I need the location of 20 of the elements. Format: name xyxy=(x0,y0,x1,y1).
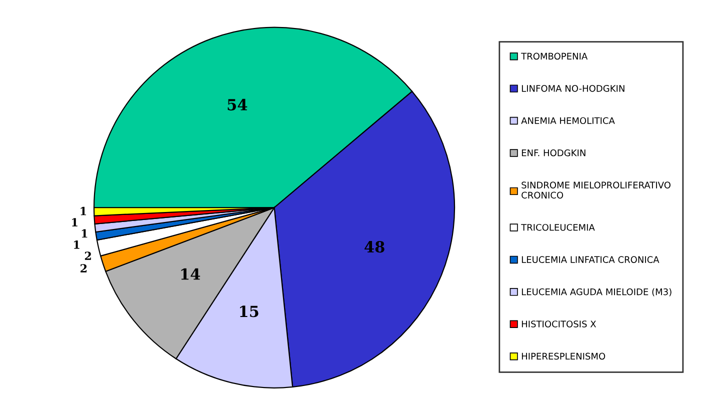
legend-label: LEUCEMIA LINFATICA CRONICA xyxy=(522,256,660,263)
legend-label: ANEMIA HEMOLITICA xyxy=(521,117,615,124)
legend-label: LINFOMA NO-HODGKIN xyxy=(522,85,624,92)
data-label: 2 xyxy=(80,264,87,272)
legend-label: TROMBOPENIA xyxy=(521,52,588,60)
data-label: 15 xyxy=(240,306,258,318)
data-label: 1 xyxy=(72,218,78,226)
legend-label: LEUCEMIA AGUDA MIELOIDE (M3) xyxy=(522,288,672,296)
data-label: 1 xyxy=(82,229,88,238)
data-label: 2 xyxy=(84,252,91,260)
data-label: 48 xyxy=(364,241,384,253)
legend-label: SINDROME MIELOPROLIFERATIVO CRONICO xyxy=(522,182,670,199)
legend-label: TRICOLEUCEMIA xyxy=(521,224,595,231)
data-label: 1 xyxy=(74,240,80,249)
legend-label: HISTIOCITOSIS X xyxy=(522,320,596,328)
data-label: 1 xyxy=(80,206,86,216)
data-label: 14 xyxy=(181,268,200,280)
legend-label: ENF. HODGKIN xyxy=(522,149,586,156)
data-label: 54 xyxy=(228,98,248,110)
legend-label: HIPERESPLENISMO xyxy=(522,352,606,360)
